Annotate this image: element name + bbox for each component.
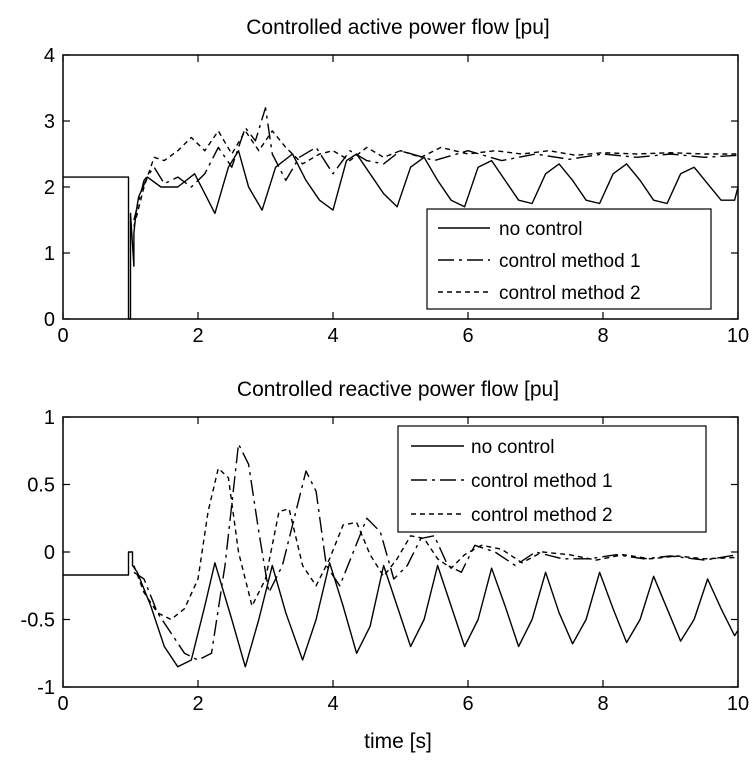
legend-label-control-method-1-2: control method 1 (471, 471, 613, 492)
reactive-power-xtick-label-6: 6 (462, 693, 473, 715)
legend-label-control-method-2: control method 2 (499, 283, 641, 304)
reactive-power-ytick-label-1: -1 (37, 677, 55, 699)
reactive-power-ytick-label-0-5: 0.5 (27, 475, 55, 497)
reactive-power-legend: no control control method 1 control meth… (397, 425, 707, 533)
active-power-ytick-label-0: 0 (44, 309, 55, 331)
active-power-xtick-label-2: 2 (192, 325, 203, 347)
reactive-power-series-control-method-2 (133, 467, 739, 621)
reactive-power-series (63, 443, 739, 668)
reactive-power-series-control-method-1 (133, 443, 739, 661)
active-power-legend: no control control method 1 control meth… (426, 208, 712, 310)
reactive-power-xtick-label-4: 4 (327, 693, 338, 715)
active-power-series (63, 107, 739, 320)
active-power-series-control-method-1 (133, 107, 739, 221)
active-power-xtick-label-8: 8 (597, 325, 608, 347)
reactive-power-ytick-label-0-5: -0.5 (21, 610, 55, 632)
reactive-power-xtick-label-10: 10 (727, 693, 749, 715)
reactive-power-xtick-label-2: 2 (192, 693, 203, 715)
reactive-power-ytick-label-0: 0 (44, 542, 55, 564)
active-power-xtick-label-4: 4 (327, 325, 338, 347)
active-power-plot: Controlled active power flow [pu] 0 2 4 6 8 1… (44, 16, 749, 347)
legend-label-no-control: no control (499, 219, 582, 240)
legend-label-control-method-1: control method 1 (499, 251, 641, 272)
active-power-ytick-label-4: 4 (44, 45, 55, 67)
active-power-ticks: 0 2 4 6 8 10 0 1 2 3 4 (44, 45, 749, 347)
reactive-power-ytick-label-1: 1 (44, 407, 55, 429)
reactive-power-plot: Controlled reactive power flow [pu] 0 2 4 6… (21, 378, 750, 753)
active-power-title: Controlled active power flow [pu] (246, 16, 550, 39)
reactive-power-xtick-label-8: 8 (597, 693, 608, 715)
active-power-ytick-label-3: 3 (44, 111, 55, 133)
legend-label-control-method-2-2: control method 2 (471, 505, 613, 526)
active-power-series-no-control (63, 149, 739, 320)
reactive-power-series-no-control (63, 551, 739, 668)
reactive-power-title: Controlled reactive power flow [pu] (237, 378, 559, 401)
legend-label-no-control-2: no control (471, 437, 554, 458)
active-power-xtick-label-0: 0 (57, 325, 68, 347)
active-power-xtick-label-6: 6 (462, 325, 473, 347)
reactive-power-ticks: 0 2 4 6 8 10 -1 -0.5 0 0.5 1 (21, 407, 750, 715)
active-power-xtick-label-10: 10 (727, 325, 749, 347)
active-power-ytick-label-2: 2 (44, 177, 55, 199)
reactive-power-xtick-label-0: 0 (57, 693, 68, 715)
x-axis-label: time [s] (364, 730, 432, 753)
active-power-ytick-label-1: 1 (44, 243, 55, 265)
